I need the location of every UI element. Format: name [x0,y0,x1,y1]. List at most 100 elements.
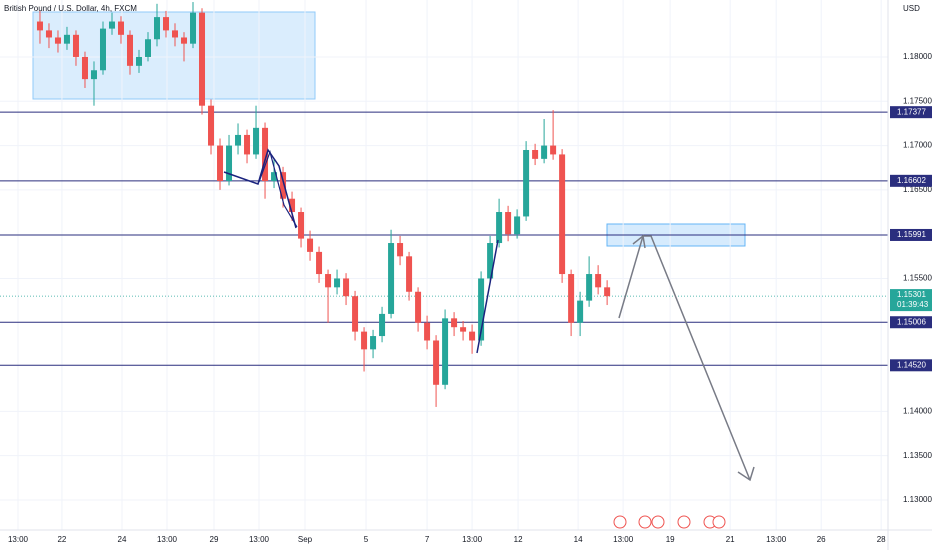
candle-body [361,331,368,350]
x-tick-label: 14 [574,535,583,544]
price-label: 1.15301 [897,290,926,299]
candle-body [45,30,52,38]
level-label: 1.16602 [897,176,926,185]
x-tick-label: 5 [364,535,369,544]
level-label: 1.15991 [897,230,926,239]
candle-body [487,243,494,279]
level-label-box [890,174,932,187]
drawing-line [476,239,499,354]
x-tick-label: 21 [726,535,735,544]
chart-title: British Pound / U.S. Dollar, 4h, FXCM [4,4,137,13]
x-tick-label: 13:00 [157,535,178,544]
candle-body [523,149,530,217]
level-label-box [890,316,932,329]
candle-body [199,12,206,106]
candle-body [550,145,557,155]
x-tick-label: 29 [210,535,219,544]
plot [0,0,888,530]
x-tick-label: 13:00 [8,535,29,544]
candle-body [595,274,602,288]
candle-body [172,30,179,38]
candle-body [505,212,512,235]
candle-body [90,70,97,80]
arrow-head [632,234,646,249]
x-tick-label: 22 [57,535,66,544]
y-tick-label: 1.13000 [903,495,932,504]
level-label-box [890,106,932,119]
zone-box [32,11,316,100]
candle-body [379,313,386,337]
candle-body [126,34,133,66]
x-tick-label: 19 [666,535,675,544]
candle-body [226,145,233,182]
candle-body [154,17,161,40]
candle-body [208,105,215,146]
candle-body [343,278,350,297]
candle-body [36,21,43,31]
level-label-box [890,359,932,372]
level-label: 1.17377 [897,107,926,116]
level-label: 1.14520 [897,360,926,369]
candle-body [163,17,170,31]
candle-body [145,39,151,57]
candle-body [253,127,260,155]
candle-body [604,287,611,297]
candle-body [433,340,440,385]
x-tick-label: 7 [425,535,430,544]
x-tick-label: 13:00 [249,535,270,544]
candle-body [568,274,575,323]
candle-body [415,291,422,323]
event-icon[interactable] [613,515,627,529]
candle-body [271,172,278,182]
candle-body [316,251,323,275]
y-axis-label: USD [903,4,920,13]
event-icon[interactable] [677,515,691,529]
y-tick-label: 1.17500 [903,96,932,105]
candle-body [478,278,485,341]
candle-body [262,127,269,182]
x-tick-label: 24 [118,535,127,544]
event-icons[interactable] [613,515,726,529]
level-label-box [890,228,932,241]
drawing-line [223,148,297,229]
candle-body [496,212,503,244]
candle-body [577,300,584,323]
countdown-label: 01:39:43 [897,300,929,309]
candle-body [217,145,224,182]
x-tick-label: 13:00 [613,535,634,544]
price-label-box [890,289,932,312]
candle-body [81,56,88,80]
y-tick-label: 1.14000 [903,406,932,415]
candle-body [235,134,242,146]
x-tick-label: 13:00 [462,535,483,544]
event-icon[interactable] [712,515,726,529]
event-icon[interactable] [638,515,652,529]
candle-body [424,322,431,341]
x-tick-label: 12 [514,535,523,544]
candle-body [559,154,566,275]
candle-body [406,256,413,292]
event-icon[interactable] [651,515,665,529]
candle-body [388,243,395,314]
candle-body [99,28,106,71]
candle-body [451,318,458,328]
candle-body [280,172,287,199]
candle-body [289,198,296,213]
x-tick-label: 26 [817,535,826,544]
candle-body [325,274,332,288]
y-tick-label: 1.13500 [903,451,932,460]
y-tick-label: 1.17000 [903,141,932,150]
candle-body [181,37,188,44]
projection-arrow [618,235,751,481]
candle-body [72,34,79,57]
candle-body [460,327,467,332]
level-label: 1.15006 [897,317,926,326]
x-tick-label: 28 [877,535,886,544]
y-tick-label: 1.18000 [903,52,932,61]
candle-body [532,149,539,159]
candle-body [135,56,142,66]
candle-body [469,331,476,341]
y-tick-label: 1.15500 [903,274,932,283]
candle-body [63,34,70,44]
